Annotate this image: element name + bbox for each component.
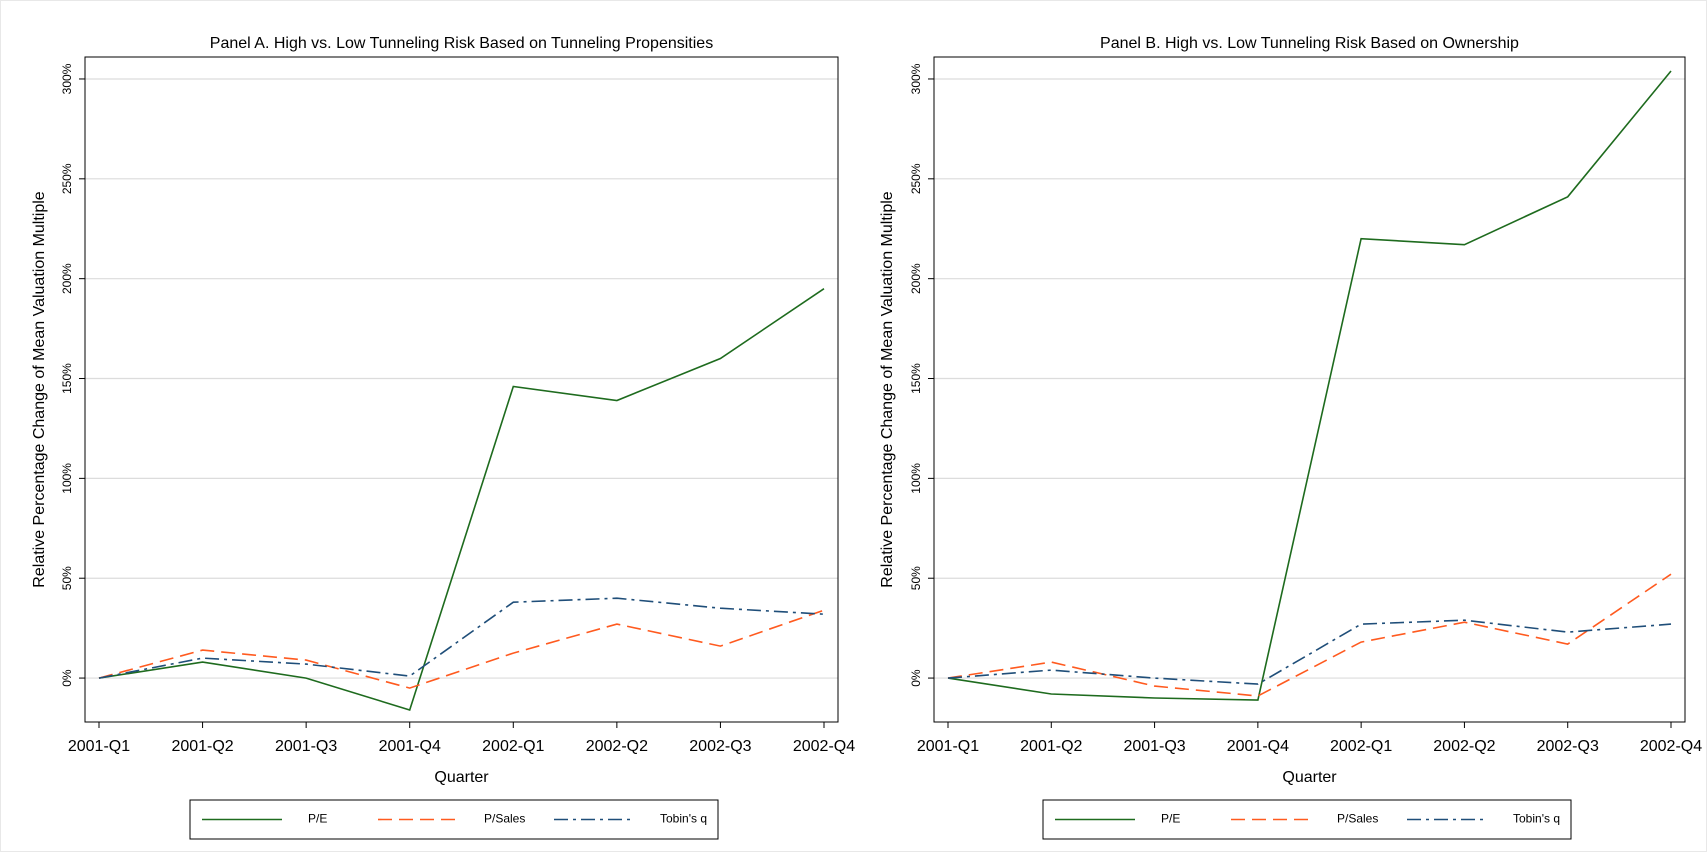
y-tick-label: 50%	[909, 566, 923, 590]
y-axis-label: Relative Percentage Change of Mean Valua…	[31, 191, 48, 587]
legend-label: Tobin's q	[1513, 812, 1560, 826]
x-tick-label: 2001-Q4	[1227, 738, 1289, 755]
x-tick-label: 2002-Q3	[689, 738, 751, 755]
y-tick-label: 200%	[909, 263, 923, 294]
x-axis-label: Quarter	[434, 769, 489, 786]
chart-title: Panel B. High vs. Low Tunneling Risk Bas…	[1100, 35, 1519, 52]
x-tick-label: 2001-Q1	[68, 738, 130, 755]
x-tick-label: 2001-Q2	[171, 738, 233, 755]
chart-title: Panel A. High vs. Low Tunneling Risk Bas…	[210, 35, 713, 52]
x-tick-label: 2002-Q4	[793, 738, 855, 755]
legend-label: P/Sales	[1337, 812, 1378, 826]
legend-label: Tobin's q	[660, 812, 707, 826]
series-line	[947, 70, 1672, 701]
x-tick-label: 2002-Q2	[586, 738, 648, 755]
x-tick-label: 2001-Q3	[275, 738, 337, 755]
y-tick-label: 200%	[60, 263, 74, 294]
x-tick-label: 2001-Q3	[1123, 738, 1185, 755]
y-tick-label: 50%	[60, 566, 74, 590]
x-tick-label: 2001-Q1	[917, 738, 979, 755]
y-tick-label: 0%	[909, 669, 923, 687]
x-tick-label: 2002-Q2	[1433, 738, 1495, 755]
series-line	[98, 597, 825, 679]
legend-label: P/E	[308, 812, 327, 826]
y-tick-label: 300%	[60, 63, 74, 94]
legend-label: P/E	[1161, 812, 1180, 826]
y-tick-label: 0%	[60, 669, 74, 687]
y-tick-label: 150%	[60, 363, 74, 394]
x-tick-label: 2001-Q4	[379, 738, 441, 755]
x-tick-label: 2002-Q1	[482, 738, 544, 755]
y-tick-label: 100%	[60, 463, 74, 494]
legend-label: P/Sales	[484, 812, 525, 826]
y-tick-label: 100%	[909, 463, 923, 494]
series-line	[98, 288, 825, 711]
y-axis-label: Relative Percentage Change of Mean Valua…	[879, 191, 896, 587]
y-tick-label: 250%	[60, 163, 74, 194]
series-line	[947, 619, 1672, 685]
y-tick-label: 150%	[909, 363, 923, 394]
plot-frame	[84, 56, 839, 723]
x-tick-label: 2002-Q3	[1537, 738, 1599, 755]
y-tick-label: 300%	[909, 63, 923, 94]
x-axis-label: Quarter	[1282, 769, 1337, 786]
plot-frame	[933, 56, 1686, 723]
y-tick-label: 250%	[909, 163, 923, 194]
x-tick-label: 2002-Q1	[1330, 738, 1392, 755]
x-tick-label: 2002-Q4	[1640, 738, 1702, 755]
x-tick-label: 2001-Q2	[1020, 738, 1082, 755]
